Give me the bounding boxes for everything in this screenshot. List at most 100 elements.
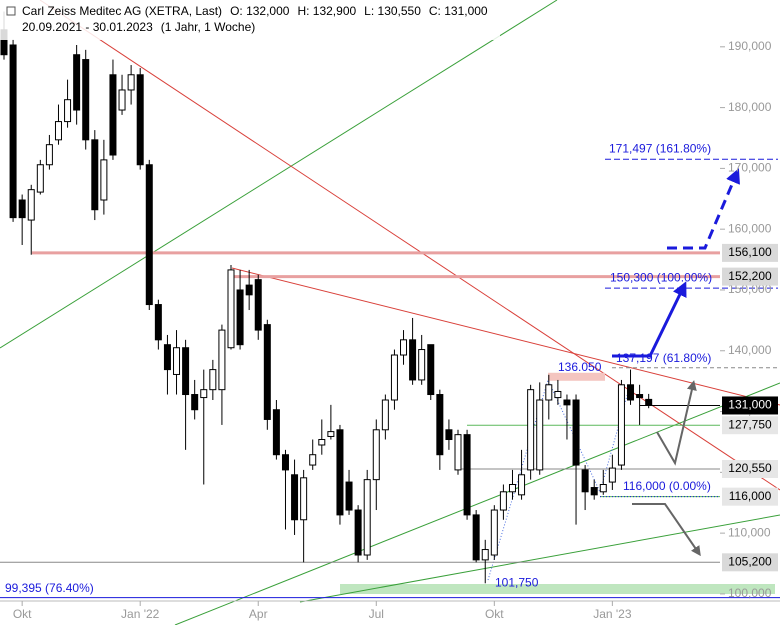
candle-body bbox=[436, 394, 444, 456]
candle-body bbox=[109, 74, 117, 156]
candle-body bbox=[82, 59, 90, 141]
trendline bbox=[39, 0, 780, 491]
subtitle: 20.09.2021 - 30.01.2023 bbox=[22, 20, 153, 34]
candle-body bbox=[536, 399, 544, 471]
candle-body bbox=[9, 44, 17, 219]
candle-body bbox=[527, 389, 535, 471]
candle-body bbox=[263, 324, 271, 420]
arrow bbox=[656, 380, 697, 466]
candle-body bbox=[136, 74, 144, 166]
candle-body bbox=[218, 329, 226, 391]
candle-body bbox=[18, 199, 26, 219]
candle-body bbox=[572, 399, 580, 466]
candle-body bbox=[118, 89, 126, 111]
y-tick-label: 170,000 bbox=[728, 161, 772, 175]
x-tick-label: Okt bbox=[13, 607, 32, 621]
period: (1 Jahr, 1 Woche) bbox=[161, 20, 256, 34]
candle-body bbox=[236, 289, 244, 346]
candle-body bbox=[145, 164, 153, 306]
support-zone bbox=[340, 584, 775, 594]
candle-body bbox=[481, 549, 489, 561]
candle-body bbox=[381, 399, 389, 431]
ohlc: O: 132,000 bbox=[230, 4, 290, 18]
y-tick-label: 110,000 bbox=[728, 525, 771, 539]
annotation-label: 150,300 (100.00%) bbox=[610, 270, 712, 284]
candle-body bbox=[409, 339, 417, 381]
level-box bbox=[722, 243, 778, 262]
candle-body bbox=[490, 509, 498, 556]
candle-body bbox=[445, 429, 453, 441]
level-label: 156,100 bbox=[728, 245, 772, 259]
candle-body bbox=[281, 454, 289, 471]
y-tick-label: 160,000 bbox=[728, 221, 772, 235]
candle-body bbox=[400, 339, 408, 356]
candle-body bbox=[499, 491, 507, 511]
candle-body bbox=[163, 344, 171, 371]
candle-body bbox=[327, 431, 335, 437]
candle-body bbox=[54, 121, 62, 141]
candle-body bbox=[454, 434, 462, 471]
candle-body bbox=[191, 394, 199, 411]
level-box bbox=[722, 396, 778, 415]
candle-body bbox=[318, 439, 326, 446]
y-tick-label: 140,000 bbox=[728, 343, 772, 357]
candle-body bbox=[91, 139, 99, 211]
candle-body bbox=[254, 279, 262, 331]
candle-body bbox=[508, 483, 516, 493]
level-box bbox=[722, 459, 778, 478]
y-tick-label: 180,000 bbox=[728, 100, 772, 114]
candle-body bbox=[463, 434, 471, 516]
candle-body bbox=[245, 284, 253, 296]
candle-body bbox=[518, 474, 526, 496]
header-bg bbox=[0, 0, 500, 40]
candle-body bbox=[100, 159, 108, 201]
level-box bbox=[722, 553, 778, 572]
ohlc: C: 131,000 bbox=[429, 4, 488, 18]
candle-body bbox=[372, 429, 380, 481]
arrow bbox=[612, 281, 687, 358]
level-label: 105,200 bbox=[728, 554, 772, 568]
candle-body bbox=[599, 483, 607, 493]
ohlc: H: 132,900 bbox=[297, 4, 356, 18]
candle-body bbox=[427, 344, 435, 396]
y-tick-label: 190,000 bbox=[728, 39, 772, 53]
candle-body bbox=[227, 269, 235, 349]
candle-body bbox=[617, 384, 625, 466]
candle-body bbox=[27, 189, 35, 221]
candle-body bbox=[272, 409, 280, 456]
arrow bbox=[667, 168, 740, 250]
arrow bbox=[632, 503, 701, 557]
annotation-label: 99,395 (76.40%) bbox=[5, 581, 94, 595]
candle-body bbox=[127, 74, 135, 91]
candle-body bbox=[545, 384, 553, 401]
candle-body bbox=[472, 514, 480, 561]
candle-body bbox=[336, 429, 344, 516]
candle-body bbox=[200, 389, 208, 399]
candle-body bbox=[608, 467, 616, 483]
candle-body bbox=[363, 479, 371, 556]
candle-body bbox=[418, 349, 426, 381]
candle-body bbox=[209, 369, 217, 391]
trendline bbox=[0, 0, 558, 349]
candle-body bbox=[345, 481, 353, 511]
x-tick-label: Jan '23 bbox=[593, 607, 632, 621]
level-box bbox=[722, 267, 778, 286]
icon bbox=[6, 6, 16, 16]
level-box bbox=[722, 487, 778, 506]
candle-body bbox=[36, 164, 44, 193]
arrows bbox=[612, 168, 740, 557]
levels bbox=[0, 158, 780, 599]
annotation-label: 171,497 (161.80%) bbox=[609, 141, 711, 155]
candle-body bbox=[291, 474, 299, 521]
annotation-label: 137,197 (61.80%) bbox=[616, 351, 711, 365]
x-tick-label: Jan '22 bbox=[121, 607, 160, 621]
title: Carl Zeiss Meditec AG (XETRA, Last) bbox=[22, 4, 222, 18]
candle-body bbox=[554, 390, 562, 399]
candle-body bbox=[581, 469, 589, 493]
candle-body bbox=[590, 487, 598, 496]
candle-body bbox=[354, 509, 362, 556]
y-tick-label: 150,000 bbox=[728, 282, 772, 296]
annotation-band bbox=[548, 372, 605, 381]
